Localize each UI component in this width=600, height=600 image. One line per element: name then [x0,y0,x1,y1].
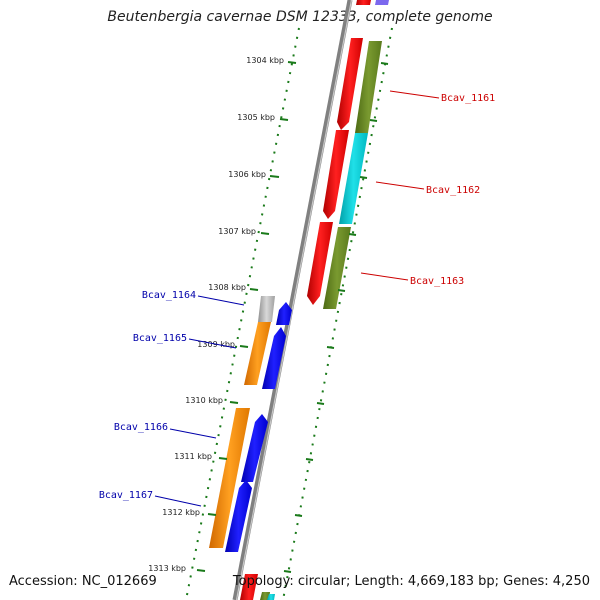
gene-bcav-1164-gray [258,296,275,322]
tick-label: 1304 kbp [246,56,284,65]
tick-label: 1311 kbp [174,452,212,461]
gene-label-bcav-1162[interactable]: Bcav_1162 [426,185,480,196]
gene-feature-partial-bottom [240,574,258,600]
genome-backbone [232,0,353,600]
tick-label: 1308 kbp [208,283,246,292]
gene-bcav-1166-orange [209,408,250,548]
gene-bcav-1161-olive [355,41,382,133]
gene-bcav-1166-arrow [241,414,268,482]
callout-line-bcav-1162 [375,181,425,190]
gene-bcav-1164-arrow [276,302,292,325]
gene-feature-partial-top [356,0,371,5]
gene-label-bcav-1166[interactable]: Bcav_1166 [114,422,168,433]
genome-summary-text: Topology: circular; Length: 4,669,183 bp… [232,574,590,589]
tick-label: 1305 kbp [237,113,275,122]
callout-line-bcav-1161 [389,90,440,99]
gene-label-bcav-1163[interactable]: Bcav_1163 [410,276,464,287]
gene-label-bcav-1165[interactable]: Bcav_1165 [133,333,187,344]
gene-bcav-1167-arrow [225,480,252,552]
tick-label: 1306 kbp [228,170,266,179]
tick-label: 1313 kbp [148,564,186,573]
gene-bcav-1163-olive [323,227,351,309]
right-ruler-line [282,27,393,600]
map-title: Beutenbergia cavernae DSM 12333, complet… [107,9,493,25]
callout-line-bcav-1165 [188,338,237,349]
gene-feature-partial-top-2 [375,0,389,5]
gene-bcav-1163-arrow [307,222,333,305]
tick-label: 1310 kbp [185,396,223,405]
gene-label-bcav-1167[interactable]: Bcav_1167 [99,490,153,501]
accession-text: Accession: NC_012669 [9,574,157,589]
gene-label-bcav-1164[interactable]: Bcav_1164 [142,290,196,301]
gene-bcav-1165-orange [244,322,271,385]
tick-label: 1307 kbp [218,227,256,236]
gene-bcav-1162-cyan [339,133,368,224]
callout-line-bcav-1163 [360,272,409,281]
tick-label: 1312 kbp [162,508,200,517]
callout-line-bcav-1166 [169,428,217,439]
callout-line-bcav-1164 [197,295,245,306]
gene-bcav-1161-arrow [337,38,363,130]
gene-label-bcav-1161[interactable]: Bcav_1161 [441,93,495,104]
gene-bcav-1165-arrow [262,327,286,389]
gene-bcav-1162-arrow [323,130,349,219]
callout-line-bcav-1167 [154,495,202,507]
